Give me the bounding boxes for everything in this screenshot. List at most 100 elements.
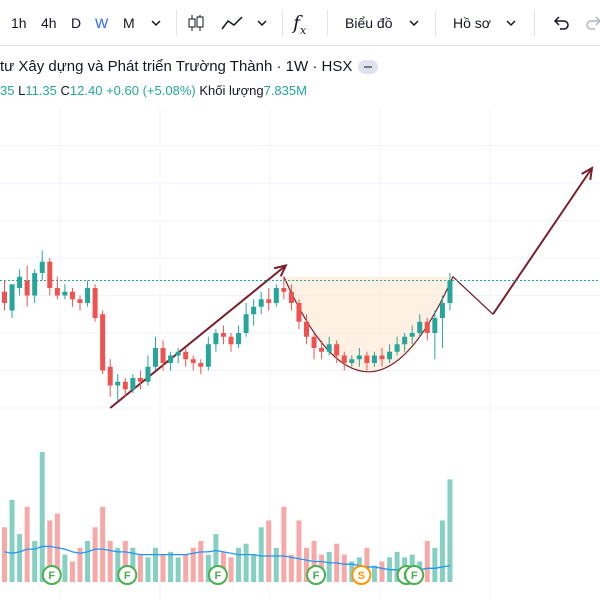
- close-value: 12.40: [69, 83, 103, 98]
- volume-bar: [213, 534, 219, 582]
- volume-bar: [107, 540, 113, 582]
- candle: [85, 280, 91, 307]
- collapse-legend-icon[interactable]: [358, 60, 379, 75]
- chart-type-menu[interactable]: Biểu đồ: [345, 15, 393, 31]
- volume-bar: [62, 554, 68, 582]
- dividend-event-badge[interactable]: F: [306, 565, 327, 585]
- price-chart[interactable]: FFFFSFF: [0, 108, 600, 600]
- event-badge-label: F: [124, 570, 131, 582]
- volume-bar: [145, 557, 151, 582]
- interval-1h[interactable]: 1h: [11, 15, 27, 31]
- candle-body: [447, 280, 453, 303]
- indicators-fx-icon[interactable]: fx: [293, 12, 307, 37]
- volume-bar: [349, 561, 355, 582]
- candle: [439, 295, 445, 348]
- split-event-badge[interactable]: S: [351, 565, 372, 585]
- volume-bar: [228, 557, 234, 582]
- candles-icon[interactable]: [186, 13, 206, 33]
- candle: [168, 351, 174, 371]
- candle-body: [417, 321, 423, 333]
- candle-body: [371, 355, 377, 363]
- volume-bar: [24, 506, 30, 582]
- open-value: 35: [0, 83, 15, 98]
- breakout-target-arrow-head: [581, 166, 594, 181]
- candle-body: [228, 336, 234, 345]
- candle-body: [304, 321, 309, 337]
- candle-body: [92, 288, 98, 318]
- event-badge-label: F: [313, 570, 320, 582]
- symbol-title[interactable]: tư Xây dựng và Phát triển Trường Thành ·…: [0, 58, 353, 75]
- candle-body: [213, 333, 219, 345]
- volume-bar: [100, 506, 106, 582]
- candle-body: [236, 333, 242, 345]
- chart-style-chevron-down-icon[interactable]: [256, 17, 268, 29]
- candle: [54, 276, 60, 300]
- breakout-target-line[interactable]: [492, 167, 593, 315]
- candle-body: [311, 336, 317, 348]
- candle-body: [364, 355, 370, 363]
- candle: [356, 348, 362, 367]
- candle-body: [85, 288, 91, 303]
- volume-bar: [394, 551, 400, 582]
- chart-type-chevron-down-icon[interactable]: [408, 17, 420, 29]
- dividend-event-badge[interactable]: F: [207, 565, 228, 585]
- candle: [311, 333, 317, 360]
- candle: [9, 284, 15, 318]
- candle: [24, 265, 30, 307]
- volume-bar: [341, 554, 347, 582]
- interval-w[interactable]: W: [95, 15, 109, 31]
- candle: [62, 284, 68, 300]
- volume-value: 7.835M: [263, 83, 307, 98]
- candle: [364, 351, 370, 371]
- candle: [32, 269, 38, 303]
- candle: [205, 336, 211, 371]
- redo-icon[interactable]: [585, 14, 600, 32]
- candle: [251, 299, 257, 326]
- volume-bar: [92, 527, 98, 582]
- dividend-event-badge[interactable]: F: [41, 565, 62, 585]
- candle-body: [54, 288, 60, 296]
- volume-bar: [198, 540, 204, 582]
- interval-chevron-down-icon[interactable]: [150, 17, 162, 29]
- volume-bar: [432, 547, 438, 582]
- volume-ma-line: [4, 545, 451, 571]
- toolbar-divider: [327, 10, 328, 36]
- candle-body: [319, 348, 325, 352]
- volume-bar: [137, 554, 143, 582]
- interval-4h[interactable]: 4h: [41, 15, 57, 31]
- uptrend-arrow-line[interactable]: [109, 264, 287, 409]
- volume-bar: [115, 547, 121, 582]
- candle-body: [439, 303, 445, 318]
- candle: [379, 348, 385, 367]
- interval-d[interactable]: D: [71, 15, 82, 31]
- event-badge-label: F: [48, 570, 55, 582]
- candle: [387, 344, 393, 363]
- profile-chevron-down-icon[interactable]: [505, 17, 517, 29]
- interval-m[interactable]: M: [123, 15, 135, 31]
- line-chart-icon[interactable]: [220, 13, 244, 33]
- candle: [243, 303, 249, 337]
- volume-bar: [379, 561, 385, 582]
- candle: [326, 336, 332, 356]
- profile-menu[interactable]: Hồ sơ: [453, 15, 491, 31]
- candle-body: [130, 378, 136, 390]
- candle-body: [47, 261, 53, 288]
- candle-body: [122, 381, 128, 390]
- candle: [153, 336, 158, 371]
- dividend-event-badge[interactable]: F: [404, 565, 425, 585]
- candle: [183, 348, 189, 367]
- volume-bar: [77, 547, 83, 582]
- candle-body: [251, 306, 257, 315]
- candle-body: [160, 348, 166, 363]
- dividend-event-badge[interactable]: F: [117, 565, 138, 585]
- undo-icon[interactable]: [552, 14, 570, 32]
- toolbar-divider: [435, 10, 436, 36]
- candle: [198, 359, 204, 375]
- candle: [137, 370, 143, 390]
- candle: [175, 348, 181, 363]
- candle-body: [349, 359, 355, 363]
- candle-body: [424, 321, 430, 333]
- candle-body: [32, 273, 38, 296]
- candle-body: [175, 351, 181, 356]
- volume-bar: [326, 551, 332, 582]
